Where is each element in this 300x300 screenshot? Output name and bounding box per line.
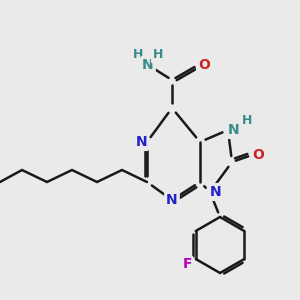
Text: H: H — [242, 113, 252, 127]
Text: N: N — [142, 58, 154, 72]
Text: F: F — [182, 257, 192, 271]
Text: O: O — [198, 58, 210, 72]
Text: N: N — [135, 135, 147, 149]
Text: N: N — [166, 193, 178, 207]
Text: N: N — [228, 123, 240, 137]
Text: O: O — [252, 148, 264, 162]
Text: H: H — [133, 49, 143, 62]
Text: H: H — [153, 49, 163, 62]
Text: N: N — [210, 185, 222, 199]
